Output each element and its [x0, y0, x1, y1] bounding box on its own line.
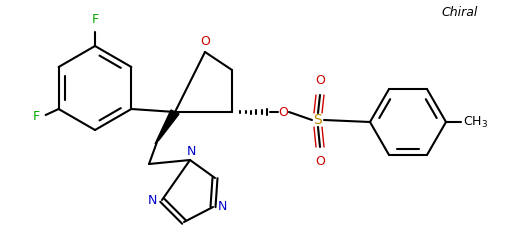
- Text: O: O: [315, 155, 325, 168]
- Text: F: F: [92, 13, 99, 26]
- Text: CH$_3$: CH$_3$: [463, 114, 488, 130]
- Text: Chiral: Chiral: [442, 6, 478, 18]
- Text: O: O: [278, 106, 288, 118]
- Text: S: S: [314, 113, 323, 127]
- Text: O: O: [200, 35, 210, 48]
- Text: N: N: [147, 194, 157, 206]
- Text: N: N: [218, 201, 227, 213]
- Text: O: O: [315, 74, 325, 87]
- Text: N: N: [186, 145, 196, 158]
- Polygon shape: [155, 110, 179, 144]
- Text: F: F: [32, 110, 39, 123]
